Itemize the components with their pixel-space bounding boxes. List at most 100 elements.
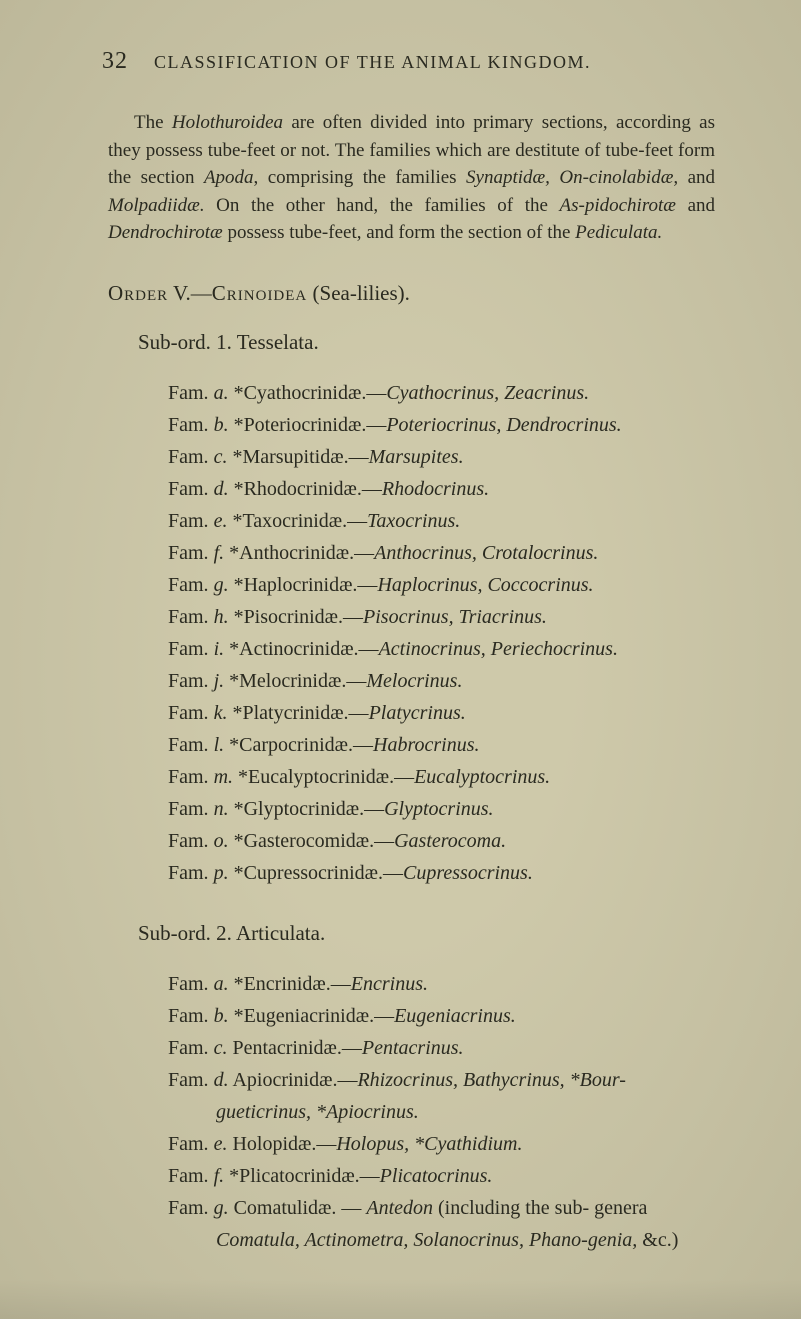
fam-lead: Fam.	[168, 862, 214, 884]
fam-genera: Plicatocrinus.	[380, 1165, 493, 1187]
fam-name: *Actinocrinidæ.—	[224, 638, 378, 660]
fam-lead: Fam.	[168, 1037, 214, 1059]
family-list-2: Fam. a. *Encrinidæ.—Encrinus. Fam. b. *Eu…	[168, 968, 715, 1256]
fam-letter: n.	[214, 798, 229, 820]
page-header: 32 CLASSIFICATION OF THE ANIMAL KINGDOM.	[102, 48, 715, 75]
fam-cont-italic: Comatula, Actinometra, Solanocrinus, Pha…	[216, 1229, 637, 1251]
fam-name: *Haplocrinidæ.—	[229, 574, 378, 596]
fam-name: *Encrinidæ.—	[229, 973, 351, 995]
fam-genera: Melocrinus.	[366, 670, 462, 692]
fam-name: Apiocrinidæ.—	[229, 1069, 358, 1091]
fam-letter: e.	[214, 510, 228, 532]
fam-letter: e.	[214, 1133, 228, 1155]
fam-lead: Fam.	[168, 973, 214, 995]
family-entry: Fam. i. *Actinocrinidæ.—Actinocrinus, Pe…	[168, 633, 715, 665]
fam-lead: Fam.	[168, 382, 214, 404]
fam-letter: c.	[214, 1037, 228, 1059]
family-entry: Fam. g. *Haplocrinidæ.—Haplocrinus, Cocc…	[168, 569, 715, 601]
fam-name: *Plicatocrinidæ.—	[224, 1165, 380, 1187]
fam-name: *Rhodocrinidæ.—	[229, 478, 382, 500]
text: On the other hand, the families of the	[205, 195, 560, 216]
fam-lead: Fam.	[168, 1005, 214, 1027]
fam-letter: a.	[214, 973, 229, 995]
fam-name: Comatulidæ. —	[229, 1197, 367, 1219]
fam-genera: Poteriocrinus, Dendrocrinus.	[386, 414, 621, 436]
text: and	[678, 167, 715, 188]
family-entry: Fam. l. *Carpocrinidæ.—Habrocrinus.	[168, 729, 715, 761]
fam-name: *Pisocrinidæ.—	[229, 606, 363, 628]
text: possess tube-feet, and form the section …	[223, 222, 575, 243]
fam-lead: Fam.	[168, 1165, 214, 1187]
fam-letter: f.	[214, 542, 225, 564]
fam-genera: Glyptocrinus.	[384, 798, 493, 820]
fam-genera: Eucalyptocrinus.	[414, 766, 550, 788]
fam-genera: Encrinus.	[351, 973, 428, 995]
text: and	[676, 195, 715, 216]
fam-genera: Actinocrinus, Periechocrinus.	[379, 638, 618, 660]
fam-genera: Eugeniacrinus.	[394, 1005, 516, 1027]
fam-genera: Habrocrinus.	[373, 734, 479, 756]
running-head: CLASSIFICATION OF THE ANIMAL KINGDOM.	[154, 52, 591, 73]
fam-genera: Cupressocrinus.	[403, 862, 533, 884]
order-name: Crinoidea	[212, 281, 308, 305]
text: (Sea-lilies).	[307, 281, 410, 305]
order-label: Order	[108, 281, 168, 305]
intro-paragraph: The Holothuroidea are often divided into…	[108, 109, 715, 247]
family-entry: Fam. a. *Cyathocrinidæ.—Cyathocrinus, Ze…	[168, 377, 715, 409]
family-entry: Fam. f. *Plicatocrinidæ.—Plicatocrinus.	[168, 1160, 715, 1192]
fam-genera: Platycrinus.	[369, 702, 466, 724]
fam-name: *Melocrinidæ.—	[224, 670, 366, 692]
family-entry: Fam. m. *Eucalyptocrinidæ.—Eucalyptocrin…	[168, 761, 715, 793]
text-italic: Pediculata.	[575, 222, 662, 243]
fam-letter: d.	[214, 478, 229, 500]
text-italic: Molpadiidæ.	[108, 195, 205, 216]
fam-lead: Fam.	[168, 574, 214, 596]
fam-lead: Fam.	[168, 606, 214, 628]
text: The	[134, 112, 172, 133]
fam-lead: Fam.	[168, 702, 214, 724]
page-shadow	[0, 1279, 801, 1319]
family-entry: Fam. c. *Marsupitidæ.—Marsupites.	[168, 441, 715, 473]
text: , comprising the families	[254, 167, 466, 188]
family-entry: Fam. d. *Rhodocrinidæ.—Rhodocrinus.	[168, 473, 715, 505]
text-italic: Dendrochirotæ	[108, 222, 223, 243]
fam-genera: Anthocrinus, Crotalocrinus.	[374, 542, 598, 564]
fam-name: *Marsupitidæ.—	[227, 446, 368, 468]
fam-name: *Glyptocrinidæ.—	[229, 798, 385, 820]
fam-lead: Fam.	[168, 638, 214, 660]
family-entry: Fam. e. Holopidæ.—Holopus, *Cyathidium.	[168, 1128, 715, 1160]
fam-lead: Fam.	[168, 734, 214, 756]
fam-lead: Fam.	[168, 446, 214, 468]
fam-letter: m.	[214, 766, 233, 788]
text-italic: As-pidochirotæ	[560, 195, 676, 216]
fam-lead: Fam.	[168, 542, 214, 564]
fam-genera: Marsupites.	[369, 446, 464, 468]
text-italic: Synaptidæ, On-cinolabidæ,	[466, 167, 678, 188]
fam-letter: a.	[214, 382, 229, 404]
fam-name: *Eucalyptocrinidæ.—	[233, 766, 414, 788]
family-entry: Fam. g. Comatulidæ. — Antedon (including…	[168, 1192, 715, 1256]
fam-name: *Poteriocrinidæ.—	[229, 414, 387, 436]
fam-lead: Fam.	[168, 798, 214, 820]
family-entry: Fam. f. *Anthocrinidæ.—Anthocrinus, Crot…	[168, 537, 715, 569]
fam-lead: Fam.	[168, 510, 214, 532]
fam-letter: l.	[214, 734, 225, 756]
subord-2-heading: Sub-ord. 2. Articulata.	[138, 921, 715, 946]
family-entry: Fam. b. *Eugeniacrinidæ.—Eugeniacrinus.	[168, 1000, 715, 1032]
fam-genera: Rhodocrinus.	[382, 478, 489, 500]
fam-name: *Gasterocomidæ.—	[229, 830, 395, 852]
fam-cont: genera	[594, 1197, 647, 1219]
fam-lead: Fam.	[168, 1133, 214, 1155]
fam-genera: Taxocrinus.	[367, 510, 460, 532]
fam-genera: Pisocrinus, Triacrinus.	[363, 606, 547, 628]
family-entry: Fam. b. *Poteriocrinidæ.—Poteriocrinus, …	[168, 409, 715, 441]
fam-genera: Antedon	[366, 1197, 433, 1219]
fam-letter: g.	[214, 574, 229, 596]
fam-letter: g.	[214, 1197, 229, 1219]
fam-genera: Holopus, *Cyathidium.	[336, 1133, 522, 1155]
fam-name: *Cupressocrinidæ.—	[229, 862, 403, 884]
fam-lead: Fam.	[168, 670, 214, 692]
fam-lead: Fam.	[168, 830, 214, 852]
fam-lead: Fam.	[168, 478, 214, 500]
fam-genera: Gasterocoma.	[394, 830, 506, 852]
